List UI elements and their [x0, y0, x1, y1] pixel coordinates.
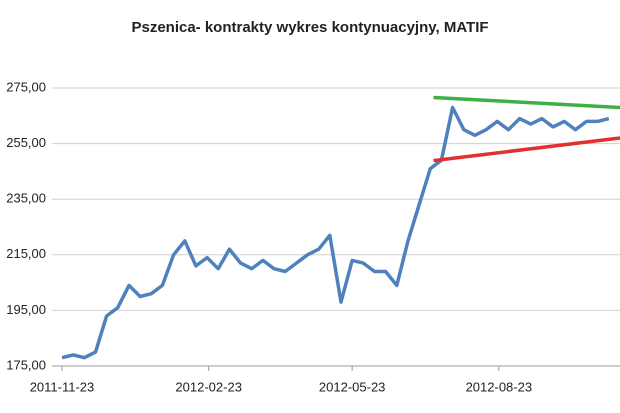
y-tick-label: 175,00	[6, 357, 46, 372]
y-tick-label: 215,00	[6, 246, 46, 261]
trend-line	[433, 95, 620, 110]
chart-title: Pszenica- kontrakty wykres kontynuacyjny…	[131, 19, 488, 36]
y-tick-label: 275,00	[6, 79, 46, 94]
y-tick-label: 255,00	[6, 135, 46, 150]
y-tick-label: 195,00	[6, 302, 46, 317]
price-line	[61, 105, 610, 360]
x-tick-label: 2011-11-23	[30, 379, 95, 394]
y-tick-label: 235,00	[6, 191, 46, 206]
x-tick-label: 2012-05-23	[319, 379, 386, 394]
x-tick-label: 2012-02-23	[175, 379, 242, 394]
trend-line	[433, 136, 620, 163]
x-tick-label: 2012-08-23	[466, 379, 533, 394]
